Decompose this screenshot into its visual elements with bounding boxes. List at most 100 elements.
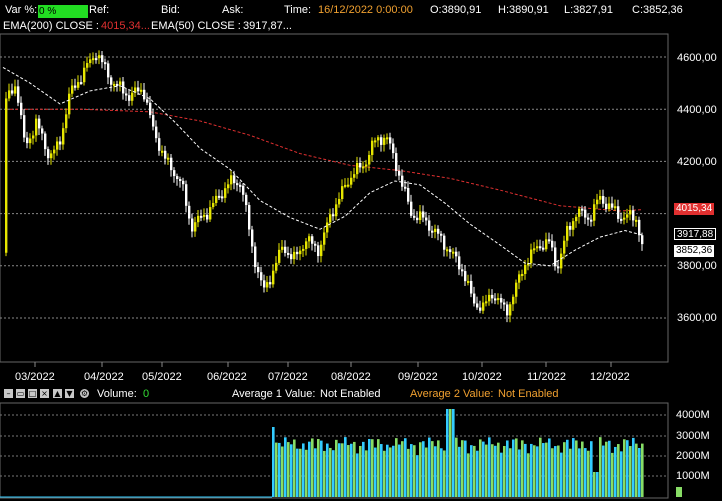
down-candle bbox=[638, 219, 641, 236]
volume-bar bbox=[446, 409, 449, 497]
open-value: O:3890,91 bbox=[430, 4, 482, 16]
down-candle bbox=[569, 225, 572, 230]
minimize-icon[interactable]: – bbox=[4, 389, 13, 398]
volume-bar bbox=[581, 441, 584, 497]
down-candle bbox=[491, 294, 494, 299]
up-candle bbox=[278, 249, 281, 263]
volume-bar bbox=[281, 446, 284, 497]
down-candle bbox=[422, 211, 425, 218]
settings-icon[interactable]: ⚙ bbox=[80, 389, 89, 398]
volume-bar bbox=[371, 439, 374, 497]
volume-bar bbox=[518, 449, 521, 497]
down-candle bbox=[59, 141, 62, 145]
up-candle bbox=[50, 153, 53, 159]
volume-label: Volume: bbox=[97, 388, 137, 400]
down-candle bbox=[590, 219, 593, 222]
maximize-icon[interactable]: □ bbox=[28, 389, 37, 398]
volume-bar bbox=[356, 453, 359, 497]
volume-bar bbox=[308, 441, 311, 497]
down-candle bbox=[548, 239, 551, 242]
down-candle bbox=[542, 247, 545, 250]
quote-header: Var %: 0 % Ref: Bid: Ask: Time: 16/12/20… bbox=[0, 0, 722, 20]
down-candle bbox=[38, 118, 41, 129]
indicator-legend: EMA(200) CLOSE : 4015,34... EMA(50) CLOS… bbox=[0, 20, 300, 32]
price-chart[interactable] bbox=[0, 0, 722, 386]
up-candle bbox=[515, 282, 518, 297]
volume-bar bbox=[638, 448, 641, 497]
volume-bar bbox=[572, 438, 575, 497]
volume-bar bbox=[290, 444, 293, 497]
down-candle bbox=[284, 246, 287, 253]
down-candle bbox=[95, 58, 98, 61]
up-candle bbox=[77, 82, 80, 88]
volume-bar bbox=[326, 443, 329, 497]
up-candle bbox=[320, 244, 323, 257]
up-candle bbox=[635, 219, 638, 222]
down-candle bbox=[359, 162, 362, 168]
up-candle bbox=[341, 186, 344, 200]
volume-bar bbox=[602, 445, 605, 497]
down-candle bbox=[500, 298, 503, 303]
close-icon[interactable]: × bbox=[40, 389, 49, 398]
down-candle bbox=[458, 256, 461, 270]
up-candle bbox=[86, 63, 89, 68]
up-candle bbox=[536, 246, 539, 249]
restore-icon[interactable]: ▭ bbox=[16, 389, 25, 398]
down-icon[interactable]: ▼ bbox=[65, 389, 74, 398]
down-candle bbox=[146, 99, 149, 103]
down-candle bbox=[461, 269, 464, 272]
down-candle bbox=[464, 271, 467, 282]
ema200-price-tag: 4015,34 bbox=[674, 203, 715, 215]
time-tick: 05/2022 bbox=[142, 371, 182, 383]
down-candle bbox=[143, 89, 146, 100]
up-candle bbox=[203, 214, 206, 217]
volume-bar bbox=[491, 444, 494, 497]
volume-bar bbox=[416, 455, 419, 497]
up-candle bbox=[527, 263, 530, 266]
volume-bar bbox=[485, 444, 488, 497]
volume-bar bbox=[611, 452, 614, 497]
volume-bar bbox=[641, 443, 644, 497]
volume-bar bbox=[464, 440, 467, 497]
up-candle bbox=[629, 210, 632, 215]
up-candle bbox=[329, 214, 332, 223]
down-candle bbox=[128, 95, 131, 101]
up-candle bbox=[446, 249, 449, 252]
volume-bar bbox=[428, 437, 431, 497]
down-candle bbox=[152, 115, 155, 127]
up-icon[interactable]: ▲ bbox=[53, 389, 62, 398]
down-candle bbox=[218, 195, 221, 198]
up-candle bbox=[53, 149, 56, 154]
volume-bar bbox=[599, 437, 602, 497]
up-candle bbox=[467, 280, 470, 283]
down-candle bbox=[221, 196, 224, 199]
down-candle bbox=[107, 63, 110, 78]
down-candle bbox=[116, 83, 119, 86]
volume-bar bbox=[350, 443, 353, 497]
up-candle bbox=[485, 301, 488, 304]
volume-bar bbox=[329, 447, 332, 497]
volume-bar bbox=[545, 442, 548, 497]
up-candle bbox=[119, 81, 122, 85]
up-candle bbox=[563, 240, 566, 254]
ref-label: Ref: bbox=[89, 4, 110, 16]
up-candle bbox=[371, 140, 374, 155]
ema50-price-tag: 3917,88 bbox=[674, 228, 717, 240]
volume-bar bbox=[506, 440, 509, 497]
ema50-value: 3917,87... bbox=[243, 20, 292, 32]
up-candle bbox=[593, 204, 596, 221]
avg2-value: Not Enabled bbox=[498, 388, 559, 400]
down-candle bbox=[182, 180, 185, 185]
volume-bar bbox=[425, 447, 428, 497]
up-candle bbox=[35, 118, 38, 136]
volume-bar bbox=[347, 445, 350, 497]
time-tick: 10/2022 bbox=[462, 371, 502, 383]
ema50-line bbox=[2, 67, 643, 267]
volume-bar bbox=[500, 452, 503, 497]
down-candle bbox=[602, 196, 605, 204]
down-candle bbox=[104, 62, 107, 65]
down-candle bbox=[401, 175, 404, 187]
price-tick-3800: 3800,00 bbox=[677, 260, 717, 272]
up-candle bbox=[368, 154, 371, 165]
volume-bar bbox=[323, 450, 326, 497]
